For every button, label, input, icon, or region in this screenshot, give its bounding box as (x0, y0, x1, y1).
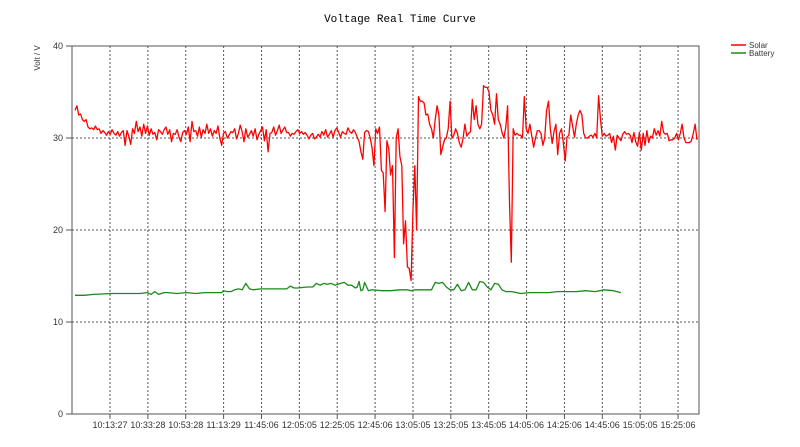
x-tick-label: 12:45:06 (358, 420, 393, 430)
x-tick-label: 13:05:05 (395, 420, 430, 430)
data-series (74, 84, 698, 296)
x-tick-label: 14:45:06 (585, 420, 620, 430)
y-axis-label: Volt / V (33, 45, 42, 71)
x-tick-label: 10:33:28 (130, 420, 165, 430)
y-tick-label: 30 (53, 133, 63, 143)
plot-border (71, 45, 700, 415)
x-tick-label: 12:05:05 (282, 420, 317, 430)
legend-solar-label: Solar (749, 41, 768, 50)
x-tick-label: 14:25:06 (547, 420, 582, 430)
x-tick-label: 12:25:05 (320, 420, 355, 430)
x-tick-label: 10:13:27 (92, 420, 127, 430)
x-axis-ticks: 10:13:27 10:33:28 10:53:28 11:13:29 11:45:06… (92, 414, 696, 430)
y-tick-label: 0 (58, 409, 63, 419)
series-line-battery (75, 280, 622, 296)
grid-lines (72, 46, 699, 414)
x-tick-label: 11:45:06 (244, 420, 278, 430)
x-tick-label: 15:05:05 (623, 420, 658, 430)
x-tick-label: 13:25:05 (433, 420, 468, 430)
y-axis-ticks: 0 10 20 30 40 (53, 41, 72, 419)
x-tick-label: 11:13:29 (206, 420, 240, 430)
chart-title: Voltage Real Time Curve (324, 14, 476, 26)
y-tick-label: 10 (53, 317, 63, 327)
x-tick-label: 13:45:05 (471, 420, 506, 430)
y-tick-label: 20 (53, 225, 63, 235)
x-tick-label: 15:25:06 (661, 420, 696, 430)
x-tick-label: 10:53:28 (168, 420, 203, 430)
legend: Solar Battery (731, 41, 774, 58)
series-line-solar (74, 84, 698, 282)
y-tick-label: 40 (53, 41, 63, 51)
legend-battery-label: Battery (749, 49, 774, 58)
x-tick-label: 14:05:06 (509, 420, 544, 430)
